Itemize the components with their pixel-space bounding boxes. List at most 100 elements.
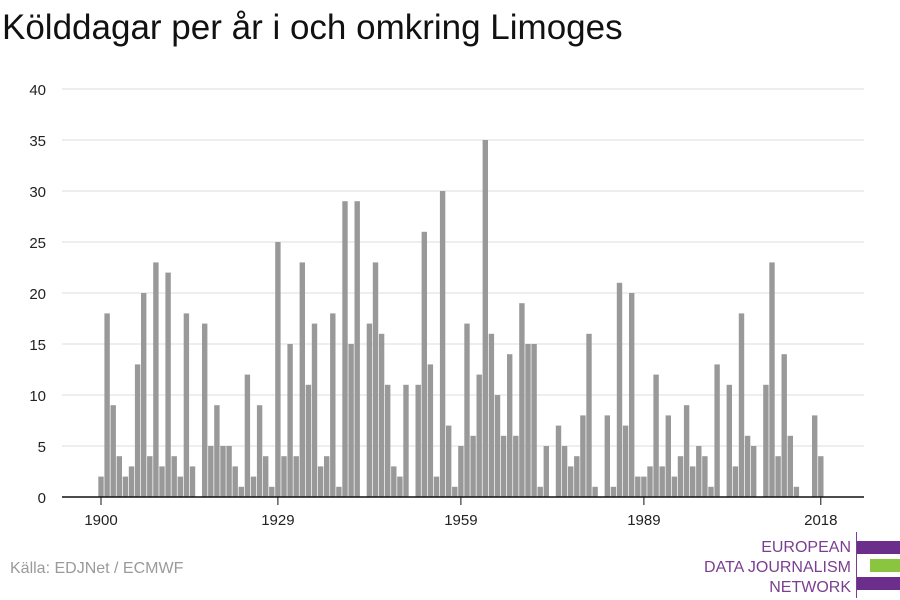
bar [122, 476, 129, 497]
bar [141, 293, 147, 497]
bar [397, 476, 403, 497]
bar [519, 303, 525, 497]
bar [659, 466, 665, 497]
bar [153, 262, 159, 497]
bar [378, 333, 385, 497]
y-tick-label: 30 [29, 184, 46, 201]
bar [293, 456, 299, 497]
bar [751, 446, 757, 497]
bar [726, 384, 732, 497]
bar [531, 344, 537, 497]
bar [507, 354, 513, 497]
bar [439, 191, 446, 497]
logo-line-european: EUROPEAN [761, 539, 851, 556]
bar [543, 446, 549, 497]
bar [372, 262, 379, 497]
bar [177, 476, 183, 497]
bar [488, 333, 495, 497]
bar [98, 476, 104, 497]
y-tick-label: 40 [29, 82, 46, 99]
x-tick-label: 1989 [627, 512, 660, 529]
bar [263, 456, 269, 497]
bar [159, 466, 165, 497]
bar [482, 140, 488, 497]
bar [330, 313, 336, 497]
y-tick-label: 10 [29, 388, 46, 405]
bar [787, 435, 793, 497]
bar [256, 405, 263, 497]
bar [574, 456, 580, 497]
bar [568, 466, 574, 497]
bar [561, 446, 568, 497]
bar [653, 374, 659, 497]
bar [470, 435, 476, 497]
bar [683, 405, 690, 497]
bar [165, 272, 171, 497]
bar [775, 456, 781, 497]
bar [500, 435, 507, 497]
bar [690, 466, 696, 497]
x-tick-label: 1929 [261, 512, 294, 529]
bar [128, 466, 135, 497]
bar [183, 313, 190, 497]
x-tick-label: 1959 [444, 512, 477, 529]
bar [116, 456, 122, 497]
bar [202, 323, 208, 497]
bar [134, 364, 141, 497]
bar [189, 466, 196, 497]
y-tick-label: 20 [29, 286, 46, 303]
bar [616, 282, 623, 497]
bar [781, 354, 787, 497]
logo-stripe-middle [870, 559, 900, 572]
bar [269, 486, 275, 497]
bar [452, 486, 458, 497]
bar [738, 313, 745, 497]
bar [647, 466, 653, 497]
bar [635, 476, 641, 497]
bar [641, 476, 647, 497]
bar [287, 344, 293, 497]
bar [391, 466, 397, 497]
bar [580, 415, 586, 497]
bar [305, 384, 312, 497]
bar [818, 456, 824, 497]
bar [171, 456, 177, 497]
edjnet-logo: EUROPEAN DATA JOURNALISM NETWORK [700, 530, 900, 600]
bar [433, 476, 440, 497]
bar [763, 384, 769, 497]
bar [311, 323, 318, 497]
bar [769, 262, 775, 497]
logo-stripe-top [857, 541, 900, 554]
source-note: Källa: EDJNet / ECMWF [10, 560, 184, 577]
bar [403, 384, 409, 497]
y-tick-label: 25 [29, 235, 46, 252]
bar [427, 364, 434, 497]
bar [629, 293, 635, 497]
bar [354, 201, 360, 497]
bar [671, 476, 678, 497]
bar [366, 323, 373, 497]
bar [702, 456, 708, 497]
bar [324, 456, 330, 497]
bar [317, 466, 324, 497]
logo-divider [856, 532, 857, 598]
y-tick-label: 5 [38, 439, 46, 456]
bar [244, 374, 251, 497]
bar [714, 364, 720, 497]
bar [464, 323, 470, 497]
bar [281, 456, 287, 497]
y-tick-label: 35 [29, 133, 46, 150]
logo-line-data-journalism: DATA JOURNALISM [704, 559, 851, 576]
chart-title: Kölddagar per år i och omkring Limoges [2, 8, 623, 47]
axes: 0 5 10 15 20 25 30 35 40 1900 1929 1959 1989 2018 [29, 82, 864, 529]
bar [238, 486, 244, 497]
bar [812, 415, 818, 497]
bar [415, 384, 421, 497]
bar [708, 486, 714, 497]
bar [208, 446, 214, 497]
bar [342, 201, 348, 497]
bar [476, 374, 482, 497]
bar [665, 415, 671, 497]
